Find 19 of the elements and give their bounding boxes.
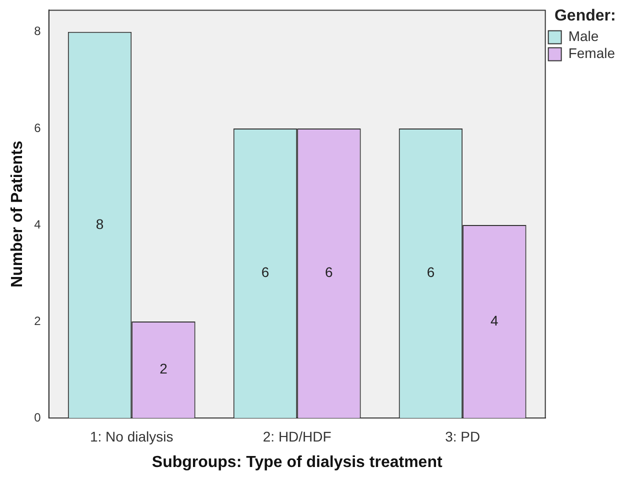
- data-label: 6: [325, 264, 334, 280]
- data-label: 6: [261, 264, 270, 280]
- legend-label: Female: [568, 45, 616, 62]
- y-tick-label: 4: [34, 217, 42, 232]
- y-tick-label: 6: [34, 120, 42, 135]
- legend-title: Gender:: [554, 7, 616, 24]
- y-axis-title: Number of Patients: [9, 140, 26, 288]
- x-axis-title: Subgroups: Type of dialysis treatment: [152, 454, 443, 471]
- y-tick-label: 2: [34, 314, 42, 328]
- data-label: 8: [96, 216, 104, 232]
- data-label: 2: [160, 360, 168, 377]
- x-tick-label: 1: No dialysis: [90, 428, 174, 444]
- legend-label: Male: [568, 28, 599, 44]
- data-label: 4: [490, 312, 499, 328]
- x-tick-label: 2: HD/HDF: [262, 428, 332, 444]
- data-label: 6: [426, 264, 435, 280]
- y-tick-label: 8: [34, 24, 42, 38]
- y-tick-label: 0: [34, 410, 42, 424]
- x-tick-label: 3: PD: [445, 428, 480, 444]
